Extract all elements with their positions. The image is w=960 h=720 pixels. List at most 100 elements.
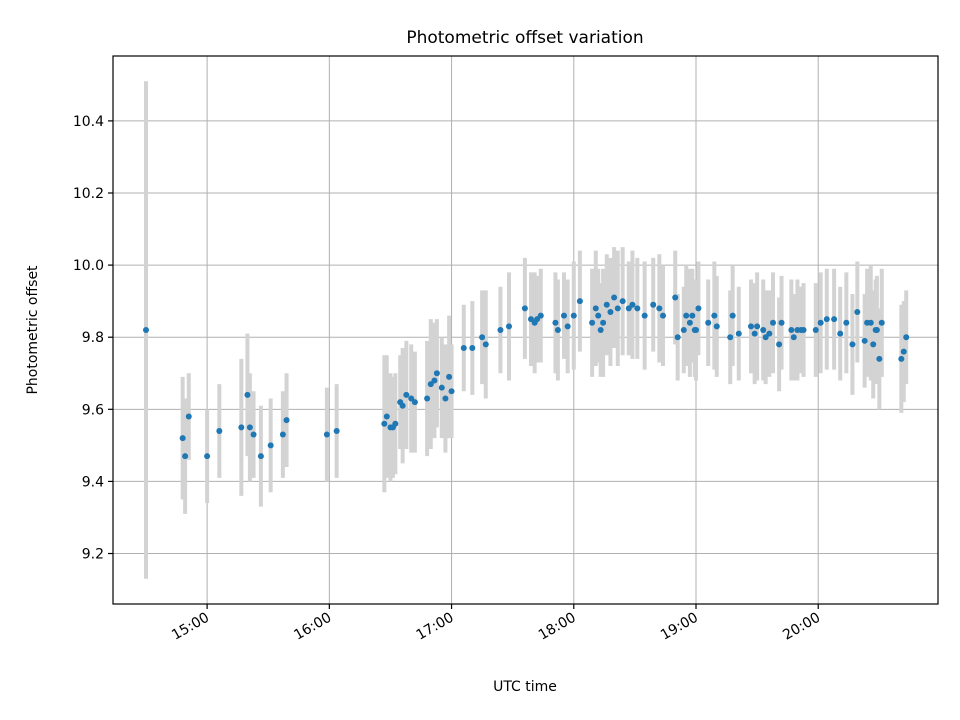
data-point (603, 301, 610, 308)
data-point (625, 305, 632, 312)
data-point (534, 316, 541, 323)
data-point (788, 327, 795, 333)
data-points (143, 294, 910, 460)
data-point (770, 319, 776, 326)
data-point (614, 305, 621, 312)
data-point (641, 312, 648, 319)
data-point (528, 316, 534, 323)
data-point (600, 319, 607, 326)
data-point (427, 381, 434, 388)
data-point (878, 319, 885, 326)
data-point (424, 395, 431, 402)
data-point (900, 348, 907, 355)
y-tick-label: 10.0 (73, 258, 104, 274)
data-point (431, 377, 438, 384)
data-point (766, 330, 773, 337)
x-tick-label: 20:00 (780, 610, 823, 644)
data-point (408, 395, 415, 402)
data-point (179, 435, 186, 442)
data-point (611, 294, 618, 301)
y-tick-label: 9.4 (82, 474, 104, 490)
y-tick-label: 9.2 (82, 547, 104, 563)
data-point (592, 305, 599, 312)
data-point (561, 312, 567, 319)
data-point (403, 391, 410, 398)
data-point (238, 424, 245, 431)
data-point (762, 334, 769, 341)
data-point (867, 319, 874, 326)
data-point (570, 312, 577, 319)
data-point (479, 334, 486, 341)
data-point (650, 301, 657, 308)
data-point (689, 312, 696, 319)
x-tick-label: 19:00 (658, 610, 701, 644)
data-point (552, 319, 559, 326)
data-point (634, 305, 641, 312)
x-tick-label: 15:00 (169, 610, 212, 644)
data-point (660, 312, 666, 319)
data-point (629, 301, 636, 308)
data-point (595, 312, 602, 319)
y-axis-label: Photometric offset (25, 265, 41, 395)
data-point (442, 395, 449, 402)
data-point (392, 420, 399, 427)
chart-title: Photometric offset variation (406, 28, 643, 48)
data-point (729, 312, 736, 319)
data-point (695, 305, 702, 312)
data-point (776, 341, 783, 348)
data-point (216, 427, 223, 434)
y-tick-label: 10.4 (73, 114, 104, 130)
data-point (381, 420, 388, 427)
data-point (182, 453, 189, 460)
data-point (246, 424, 253, 431)
data-point (399, 402, 406, 409)
data-point (185, 413, 192, 420)
data-point (800, 327, 807, 333)
data-point (656, 305, 663, 312)
data-point (870, 341, 877, 348)
data-point (778, 319, 785, 326)
data-point (411, 399, 418, 406)
data-point (903, 334, 910, 341)
data-point (204, 453, 211, 460)
data-point (537, 312, 544, 319)
data-point (693, 327, 699, 333)
data-point (267, 442, 274, 449)
data-point (817, 319, 824, 326)
data-point (849, 341, 856, 348)
data-point (705, 319, 712, 326)
data-point (497, 327, 504, 333)
data-point (748, 323, 754, 330)
data-point (250, 431, 257, 438)
data-point (607, 308, 614, 315)
data-point (279, 431, 286, 438)
data-point (873, 327, 880, 333)
data-point (333, 427, 340, 434)
data-point (143, 327, 149, 333)
data-point (735, 330, 742, 337)
x-tick-label: 18:00 (536, 610, 579, 644)
data-point (576, 298, 583, 305)
data-point (898, 355, 905, 362)
data-point (683, 312, 690, 319)
data-point (680, 327, 687, 333)
data-point (597, 327, 604, 333)
data-point (482, 341, 489, 348)
data-point (589, 319, 596, 326)
data-point (433, 370, 440, 377)
data-point (727, 334, 734, 341)
data-point (711, 312, 718, 319)
data-point (854, 308, 861, 315)
data-point (244, 391, 251, 398)
data-point (760, 327, 767, 333)
data-point (837, 330, 844, 337)
data-point (713, 323, 720, 330)
data-point (460, 345, 467, 352)
data-point (672, 294, 679, 301)
data-point (812, 327, 819, 333)
y-tick-label: 10.2 (73, 186, 104, 202)
data-point (674, 334, 681, 341)
data-point (521, 305, 528, 312)
data-point (257, 453, 264, 460)
